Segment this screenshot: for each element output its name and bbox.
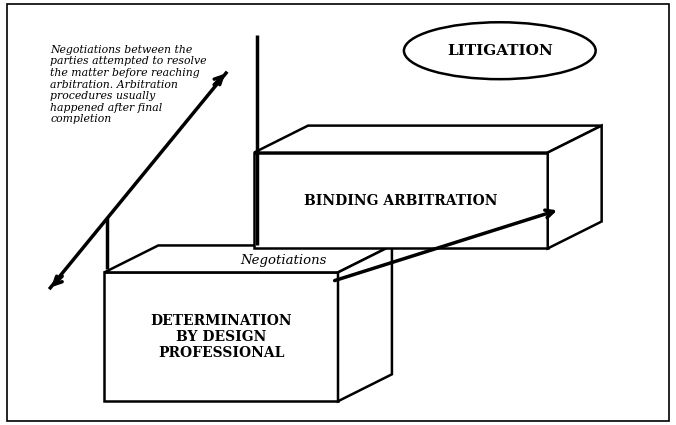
Polygon shape (548, 126, 602, 249)
Text: Negotiations between the
parties attempted to resolve
the matter before reaching: Negotiations between the parties attempt… (51, 45, 207, 125)
Text: LITIGATION: LITIGATION (447, 44, 553, 58)
Text: BINDING ARBITRATION: BINDING ARBITRATION (304, 193, 498, 207)
Polygon shape (104, 246, 392, 272)
Text: DETERMINATION
BY DESIGN
PROFESSIONAL: DETERMINATION BY DESIGN PROFESSIONAL (150, 314, 292, 360)
Polygon shape (254, 126, 602, 153)
Polygon shape (254, 153, 548, 249)
Text: Negotiations: Negotiations (240, 254, 327, 267)
Polygon shape (104, 272, 338, 401)
Polygon shape (338, 246, 392, 401)
Ellipse shape (404, 22, 596, 79)
